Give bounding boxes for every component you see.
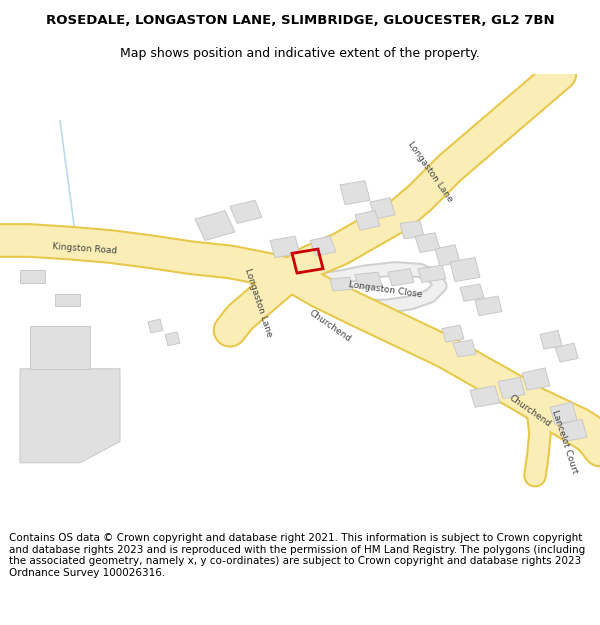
Text: Longaston Lane: Longaston Lane [406, 140, 454, 204]
Text: Map shows position and indicative extent of the property.: Map shows position and indicative extent… [120, 47, 480, 59]
Polygon shape [330, 278, 353, 291]
Polygon shape [470, 386, 500, 408]
Polygon shape [20, 369, 120, 463]
Polygon shape [388, 269, 414, 286]
Polygon shape [148, 319, 163, 333]
Text: Kingston Road: Kingston Road [52, 242, 118, 256]
Polygon shape [522, 368, 550, 390]
Polygon shape [442, 325, 464, 342]
Polygon shape [435, 245, 460, 266]
Polygon shape [418, 265, 446, 282]
Polygon shape [20, 271, 45, 283]
Polygon shape [195, 211, 235, 241]
Polygon shape [415, 232, 440, 253]
Polygon shape [165, 332, 180, 346]
Text: Contains OS data © Crown copyright and database right 2021. This information is : Contains OS data © Crown copyright and d… [9, 533, 585, 578]
Polygon shape [550, 402, 577, 424]
Polygon shape [355, 272, 382, 288]
Polygon shape [475, 296, 502, 316]
Text: Lancelot Court: Lancelot Court [550, 409, 580, 474]
Polygon shape [370, 198, 395, 219]
Polygon shape [310, 236, 336, 256]
Polygon shape [560, 419, 587, 441]
Polygon shape [30, 326, 90, 369]
Polygon shape [555, 343, 578, 362]
Polygon shape [498, 378, 525, 399]
Polygon shape [460, 284, 484, 301]
Polygon shape [270, 236, 300, 258]
Polygon shape [400, 221, 424, 239]
Text: Churchend: Churchend [307, 308, 353, 344]
Text: Churchend: Churchend [507, 394, 553, 429]
Polygon shape [340, 181, 370, 204]
Polygon shape [450, 258, 480, 281]
Text: Longaston Lane: Longaston Lane [242, 268, 274, 338]
Polygon shape [55, 294, 80, 306]
Polygon shape [540, 330, 562, 349]
Text: Longaston Close: Longaston Close [347, 279, 422, 299]
Polygon shape [453, 340, 476, 357]
Polygon shape [230, 200, 262, 223]
Polygon shape [355, 211, 380, 230]
Text: ROSEDALE, LONGASTON LANE, SLIMBRIDGE, GLOUCESTER, GL2 7BN: ROSEDALE, LONGASTON LANE, SLIMBRIDGE, GL… [46, 14, 554, 27]
